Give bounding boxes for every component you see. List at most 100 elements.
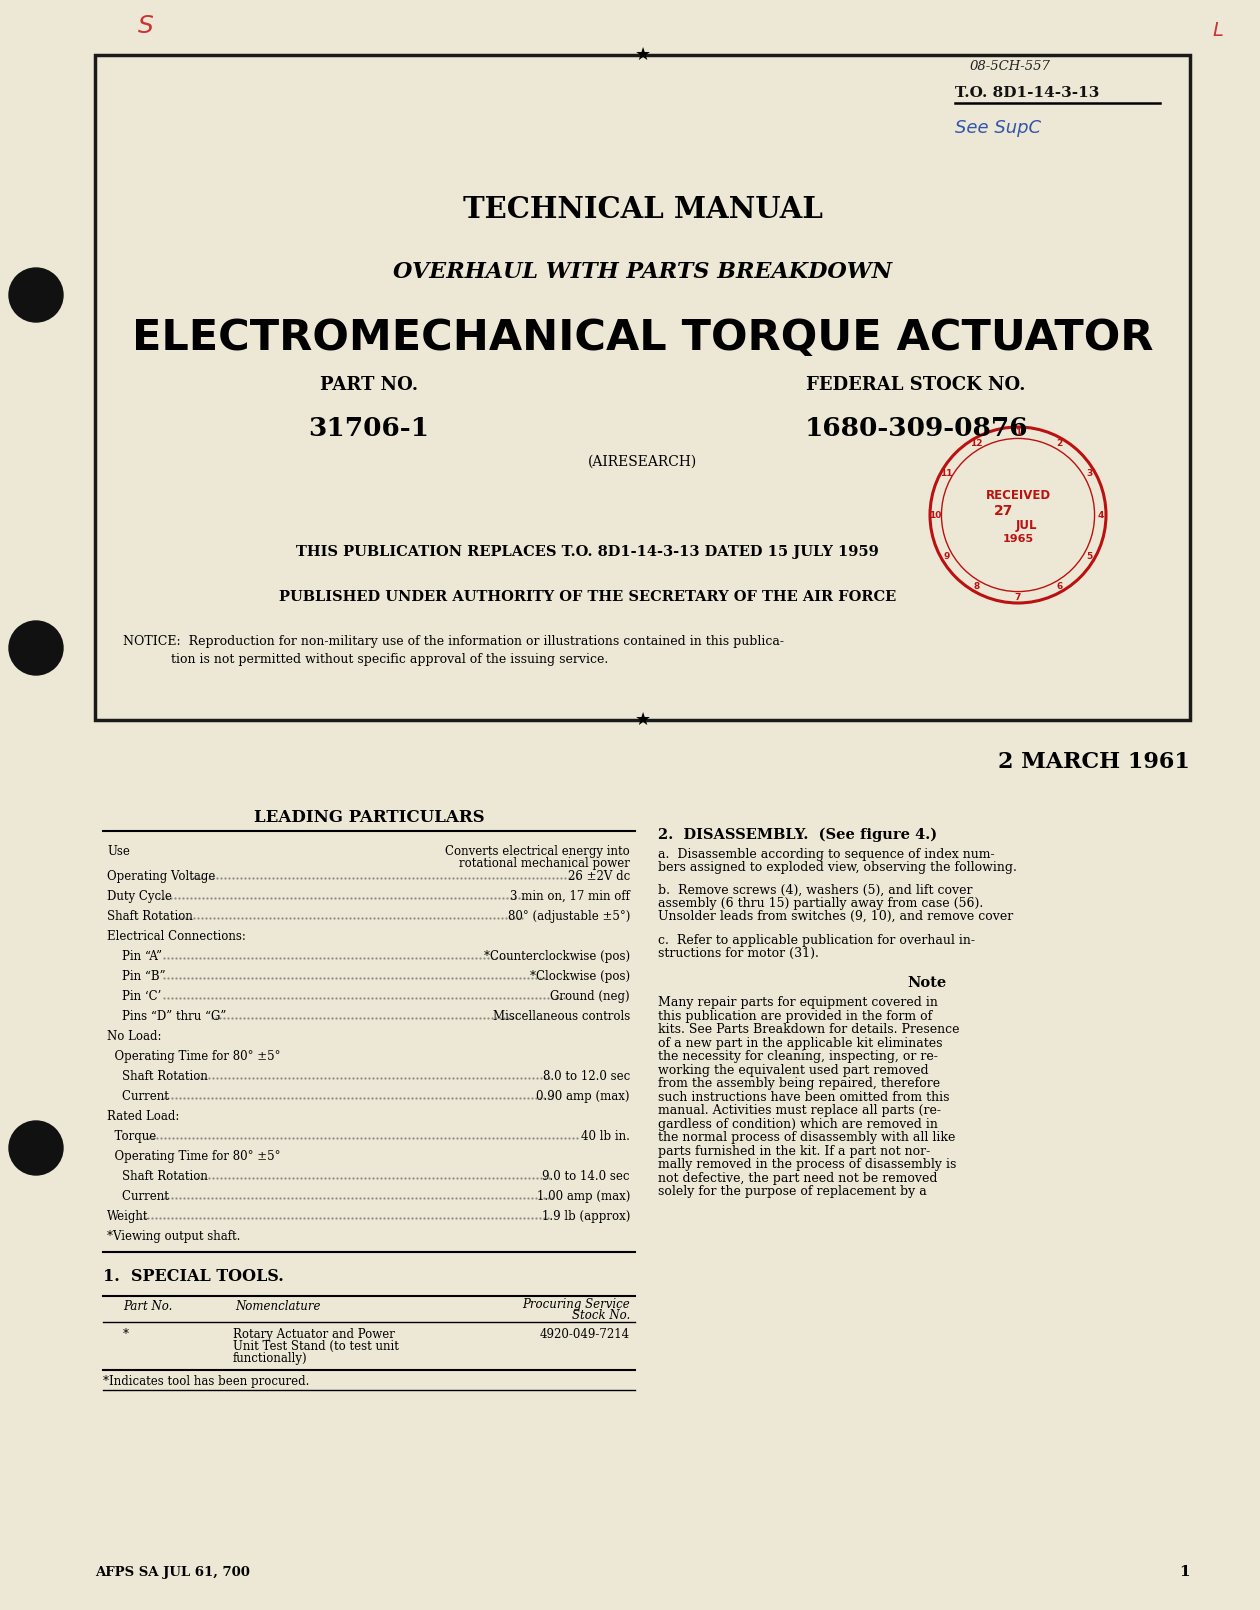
Text: the normal process of disassembly with all like: the normal process of disassembly with a… [658,1130,955,1145]
Text: L: L [1212,21,1223,40]
Text: FEDERAL STOCK NO.: FEDERAL STOCK NO. [806,377,1026,394]
Text: 1.9 lb (approx): 1.9 lb (approx) [542,1211,630,1224]
Text: No Load:: No Load: [107,1030,161,1043]
Text: 3 min on, 17 min off: 3 min on, 17 min off [510,890,630,903]
Text: such instructions have been omitted from this: such instructions have been omitted from… [658,1090,950,1103]
Text: Nomenclature: Nomenclature [236,1299,321,1314]
Text: Stock No.: Stock No. [572,1309,630,1322]
Text: working the equivalent used part removed: working the equivalent used part removed [658,1064,929,1077]
Text: Rated Load:: Rated Load: [107,1109,179,1124]
Text: 80° (adjustable ±5°): 80° (adjustable ±5°) [508,910,630,923]
Text: RECEIVED: RECEIVED [985,488,1051,501]
Text: Ground (neg): Ground (neg) [551,990,630,1003]
Text: 2 MARCH 1961: 2 MARCH 1961 [998,750,1189,773]
Text: from the assembly being repaired, therefore: from the assembly being repaired, theref… [658,1077,940,1090]
Text: Unsolder leads from switches (9, 10), and remove cover: Unsolder leads from switches (9, 10), an… [658,910,1013,923]
Circle shape [9,1121,63,1175]
Text: Shaft Rotation: Shaft Rotation [107,910,193,923]
Text: *Viewing output shaft.: *Viewing output shaft. [107,1230,241,1243]
Text: NOTICE:  Reproduction for non-military use of the information or illustrations c: NOTICE: Reproduction for non-military us… [123,634,784,647]
Text: *Indicates tool has been procured.: *Indicates tool has been procured. [103,1375,310,1388]
Text: ★: ★ [635,47,650,64]
Text: *: * [123,1328,129,1341]
Text: 2.  DISASSEMBLY.  (See figure 4.): 2. DISASSEMBLY. (See figure 4.) [658,828,937,842]
Text: TECHNICAL MANUAL: TECHNICAL MANUAL [462,195,823,224]
Text: Pin “A”: Pin “A” [107,950,163,963]
Text: Part No.: Part No. [123,1299,173,1314]
Text: Pin “B”: Pin “B” [107,969,165,984]
Text: 9: 9 [944,552,950,560]
Text: 08-5CH-557: 08-5CH-557 [970,60,1051,72]
Text: JUL: JUL [1016,518,1037,531]
Text: functionally): functionally) [233,1352,307,1365]
Text: structions for motor (31).: structions for motor (31). [658,947,819,960]
Text: *Clockwise (pos): *Clockwise (pos) [530,969,630,984]
Circle shape [9,267,63,322]
Text: 1.  SPECIAL TOOLS.: 1. SPECIAL TOOLS. [103,1269,284,1285]
Text: ★: ★ [635,712,650,729]
Text: Operating Time for 80° ±5°: Operating Time for 80° ±5° [107,1050,281,1063]
Text: Use: Use [107,845,130,858]
Text: 6: 6 [1056,583,1062,591]
Text: of a new part in the applicable kit eliminates: of a new part in the applicable kit elim… [658,1037,942,1050]
Text: mally removed in the process of disassembly is: mally removed in the process of disassem… [658,1158,956,1170]
Text: PUBLISHED UNDER AUTHORITY OF THE SECRETARY OF THE AIR FORCE: PUBLISHED UNDER AUTHORITY OF THE SECRETA… [278,589,896,604]
Text: 1: 1 [1014,428,1021,436]
Text: Current: Current [107,1190,169,1203]
Text: 10: 10 [929,510,941,520]
Circle shape [9,621,63,675]
Text: kits. See Parts Breakdown for details. Presence: kits. See Parts Breakdown for details. P… [658,1022,960,1035]
Text: Current: Current [107,1090,169,1103]
Text: OVERHAUL WITH PARTS BREAKDOWN: OVERHAUL WITH PARTS BREAKDOWN [393,261,892,283]
Text: 7: 7 [1014,592,1021,602]
Text: *Counterclockwise (pos): *Counterclockwise (pos) [484,950,630,963]
Text: the necessity for cleaning, inspecting, or re-: the necessity for cleaning, inspecting, … [658,1050,937,1063]
Text: c.  Refer to applicable publication for overhaul in-: c. Refer to applicable publication for o… [658,934,975,947]
Text: a.  Disassemble according to sequence of index num-: a. Disassemble according to sequence of … [658,848,994,861]
Text: b.  Remove screws (4), washers (5), and lift cover: b. Remove screws (4), washers (5), and l… [658,884,973,897]
Text: 0.90 amp (max): 0.90 amp (max) [537,1090,630,1103]
Text: 2: 2 [1056,440,1062,448]
Text: S: S [139,14,154,39]
Text: Torque: Torque [107,1130,156,1143]
Text: 40 lb in.: 40 lb in. [581,1130,630,1143]
Text: T.O. 8D1-14-3-13: T.O. 8D1-14-3-13 [955,85,1100,100]
Text: Unit Test Stand (to test unit: Unit Test Stand (to test unit [233,1340,399,1352]
Text: Operating Voltage: Operating Voltage [107,869,215,882]
Text: 5: 5 [1086,552,1092,560]
Text: tion is not permitted without specific approval of the issuing service.: tion is not permitted without specific a… [123,652,609,665]
Text: 31706-1: 31706-1 [309,415,430,441]
Text: Electrical Connections:: Electrical Connections: [107,931,246,943]
Text: 12: 12 [970,440,983,448]
Text: THIS PUBLICATION REPLACES T.O. 8D1-14-3-13 DATED 15 JULY 1959: THIS PUBLICATION REPLACES T.O. 8D1-14-3-… [296,546,879,559]
Text: 3: 3 [1086,469,1092,478]
Text: rotational mechanical power: rotational mechanical power [459,857,630,869]
Text: 1.00 amp (max): 1.00 amp (max) [537,1190,630,1203]
Text: Pin ‘C’: Pin ‘C’ [107,990,161,1003]
Text: Operating Time for 80° ±5°: Operating Time for 80° ±5° [107,1150,281,1162]
Text: Miscellaneous controls: Miscellaneous controls [493,1009,630,1022]
Text: Pins “D” thru “G”: Pins “D” thru “G” [107,1009,227,1022]
Text: 8: 8 [974,583,980,591]
Text: 1680-309-0876: 1680-309-0876 [804,415,1028,441]
Text: this publication are provided in the form of: this publication are provided in the for… [658,1009,932,1022]
Text: gardless of condition) which are removed in: gardless of condition) which are removed… [658,1117,937,1130]
Text: Duty Cycle: Duty Cycle [107,890,171,903]
Text: 4920-049-7214: 4920-049-7214 [539,1328,630,1341]
Text: Weight: Weight [107,1211,149,1224]
Text: 11: 11 [940,469,953,478]
Text: See SupC: See SupC [955,119,1041,137]
Text: manual. Activities must replace all parts (re-: manual. Activities must replace all part… [658,1104,941,1117]
Text: Shaft Rotation: Shaft Rotation [107,1071,208,1084]
Text: not defective, the part need not be removed: not defective, the part need not be remo… [658,1172,937,1185]
Text: 8.0 to 12.0 sec: 8.0 to 12.0 sec [543,1071,630,1084]
Text: Converts electrical energy into: Converts electrical energy into [445,845,630,858]
Text: Shaft Rotation: Shaft Rotation [107,1170,208,1183]
Text: solely for the purpose of replacement by a: solely for the purpose of replacement by… [658,1185,927,1198]
Text: PART NO.: PART NO. [320,377,418,394]
Text: 1: 1 [1179,1565,1189,1579]
Text: bers assigned to exploded view, observing the following.: bers assigned to exploded view, observin… [658,861,1017,874]
Text: (AIRESEARCH): (AIRESEARCH) [588,456,697,469]
Text: ELECTROMECHANICAL TORQUE ACTUATOR: ELECTROMECHANICAL TORQUE ACTUATOR [132,317,1153,359]
Text: Procuring Service: Procuring Service [522,1298,630,1311]
